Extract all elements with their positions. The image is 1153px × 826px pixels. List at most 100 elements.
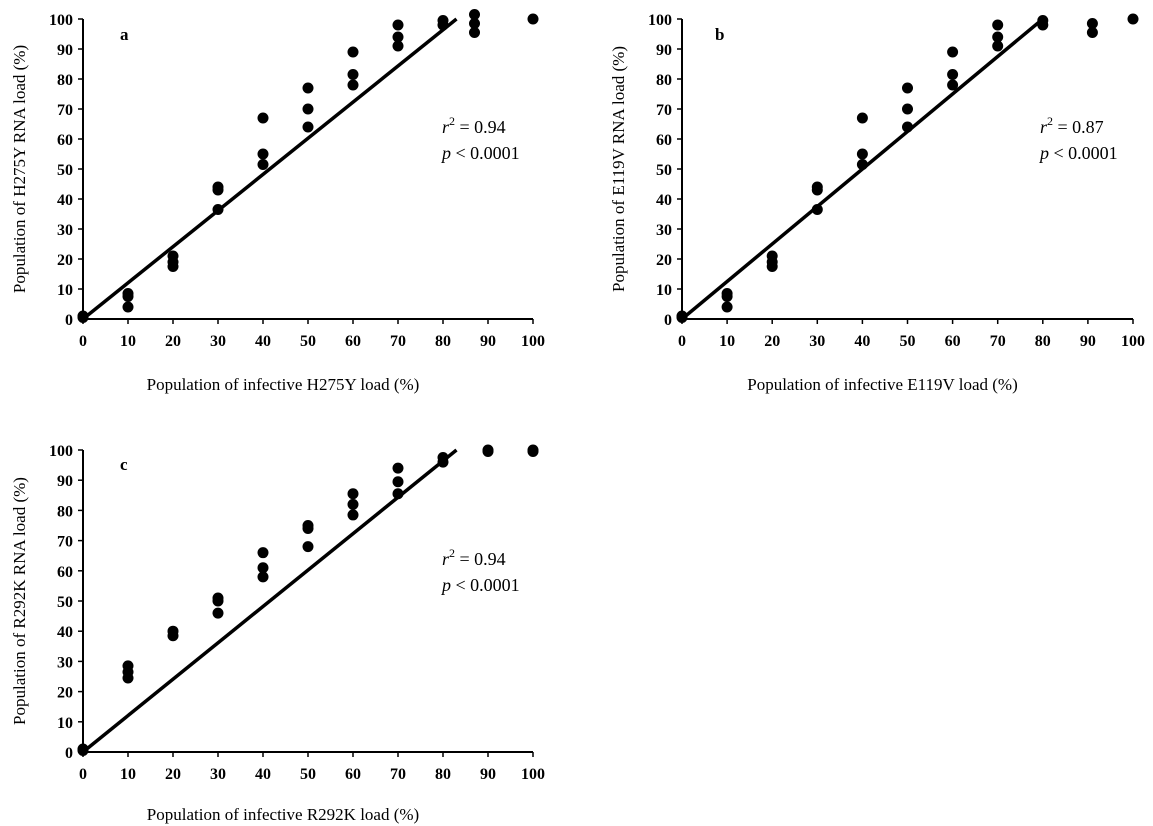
y-tick-label: 90	[57, 473, 73, 490]
data-point	[392, 462, 404, 474]
data-point	[122, 301, 134, 313]
data-point	[469, 9, 480, 20]
data-point	[392, 31, 404, 43]
x-tick-label: 70	[990, 333, 1006, 350]
x-tick-label: 40	[255, 766, 271, 783]
y-tick-label: 40	[656, 192, 672, 209]
x-tick-label: 10	[120, 766, 136, 783]
data-point	[392, 476, 404, 488]
x-tick-label: 80	[435, 333, 451, 350]
y-tick-label: 80	[57, 503, 73, 520]
y-tick-label: 10	[57, 715, 73, 732]
y-tick-label: 20	[57, 685, 73, 702]
x-tick-label: 60	[345, 766, 361, 783]
y-tick-label: 0	[664, 312, 672, 329]
data-point	[122, 288, 134, 299]
data-point	[437, 456, 449, 468]
data-point	[992, 40, 1004, 52]
x-tick-label: 0	[79, 333, 87, 350]
y-tick-label: 60	[57, 564, 73, 581]
regression-line	[81, 448, 458, 754]
data-point	[482, 446, 494, 458]
y-tick-label: 20	[57, 252, 73, 269]
data-point	[469, 27, 480, 38]
y-tick-label: 90	[656, 42, 672, 59]
y-tick-label: 100	[49, 12, 73, 29]
x-tick-label: 100	[1121, 333, 1145, 350]
y-tick-label: 10	[57, 282, 73, 299]
y-tick-label: 90	[57, 42, 73, 59]
y-tick-label: 30	[656, 222, 672, 239]
data-point	[257, 547, 269, 559]
p-value-annotation: p < 0.0001	[440, 143, 520, 163]
y-tick-label: 30	[57, 222, 73, 239]
data-point	[856, 112, 868, 124]
data-point	[811, 184, 823, 196]
y-tick-label: 0	[65, 745, 73, 762]
x-tick-label: 70	[390, 333, 406, 350]
data-point	[212, 184, 224, 196]
x-tick-label: 30	[210, 766, 226, 783]
x-tick-label: 100	[521, 333, 545, 350]
panel-letter: b	[715, 25, 724, 44]
data-point	[721, 288, 733, 299]
data-point	[167, 630, 179, 642]
x-tick-label: 60	[345, 333, 361, 350]
data-point	[721, 301, 733, 313]
data-point	[992, 31, 1004, 43]
data-point	[302, 541, 314, 553]
y-tick-label: 70	[57, 534, 73, 551]
y-tick-label: 40	[57, 192, 73, 209]
x-tick-label: 40	[854, 333, 870, 350]
y-axis-title: Population of R292K RNA load (%)	[10, 477, 29, 725]
x-tick-label: 70	[390, 766, 406, 783]
y-tick-label: 70	[57, 102, 73, 119]
x-tick-label: 50	[900, 333, 916, 350]
x-tick-label: 20	[165, 333, 181, 350]
data-point	[212, 595, 224, 607]
r-squared-annotation: r2 = 0.94	[442, 114, 506, 137]
regression-line	[81, 17, 458, 321]
data-point	[257, 148, 269, 160]
panel-letter: c	[120, 455, 128, 474]
data-point	[257, 159, 269, 170]
y-tick-label: 50	[57, 162, 73, 179]
x-tick-label: 0	[678, 333, 686, 350]
x-tick-label: 10	[719, 333, 735, 350]
data-point	[392, 488, 404, 500]
x-tick-label: 20	[764, 333, 780, 350]
data-point	[347, 488, 359, 500]
data-point	[302, 523, 314, 535]
data-point	[167, 261, 179, 272]
data-point	[947, 46, 959, 58]
x-axis-title: Population of infective R292K load (%)	[147, 805, 419, 824]
y-tick-label: 80	[656, 72, 672, 89]
x-tick-label: 80	[435, 766, 451, 783]
y-tick-label: 80	[57, 72, 73, 89]
p-value-annotation: p < 0.0001	[440, 575, 520, 595]
x-tick-label: 90	[1080, 333, 1096, 350]
data-point	[527, 13, 539, 25]
data-point	[122, 672, 134, 684]
data-point	[77, 310, 89, 322]
data-point	[347, 69, 359, 80]
y-axis-title: Population of E119V RNA load (%)	[609, 46, 628, 292]
data-point	[257, 112, 269, 124]
y-tick-label: 100	[49, 443, 73, 460]
data-point	[1086, 18, 1098, 29]
data-point	[212, 607, 224, 619]
x-tick-label: 30	[210, 333, 226, 350]
data-point	[856, 148, 868, 160]
x-tick-label: 10	[120, 333, 136, 350]
data-point	[1037, 19, 1049, 31]
x-axis-title: Population of infective H275Y load (%)	[147, 375, 420, 394]
data-point	[302, 82, 314, 94]
y-tick-label: 20	[656, 252, 672, 269]
y-tick-label: 0	[65, 312, 73, 329]
x-tick-label: 90	[480, 333, 496, 350]
x-tick-label: 90	[480, 766, 496, 783]
data-point	[469, 18, 480, 29]
y-tick-label: 30	[57, 654, 73, 671]
y-tick-label: 50	[57, 594, 73, 611]
data-point	[77, 743, 89, 755]
